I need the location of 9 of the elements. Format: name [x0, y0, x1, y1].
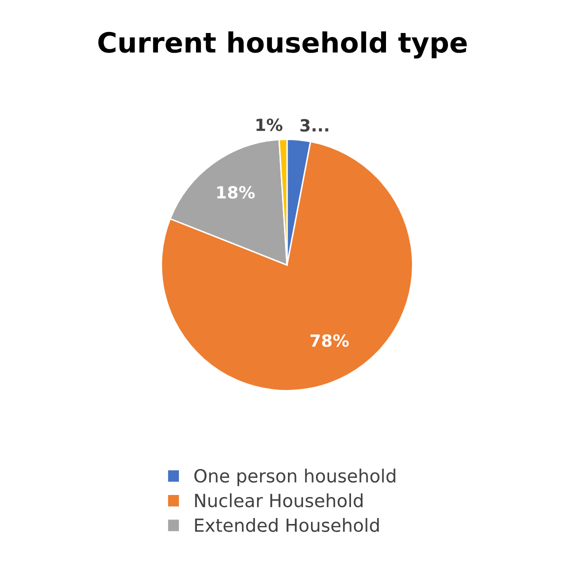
pie-slice [160, 140, 414, 392]
data-label: 3... [300, 119, 328, 132]
data-label: 1% [256, 118, 282, 132]
data-label: 78% [310, 334, 349, 347]
legend-label: Nuclear Household [195, 493, 362, 508]
legend-label: One person household [194, 468, 396, 486]
legend-label: Extended Household [195, 518, 379, 532]
chart-title: Current household type [98, 31, 467, 59]
data-label: 18% [217, 186, 255, 199]
